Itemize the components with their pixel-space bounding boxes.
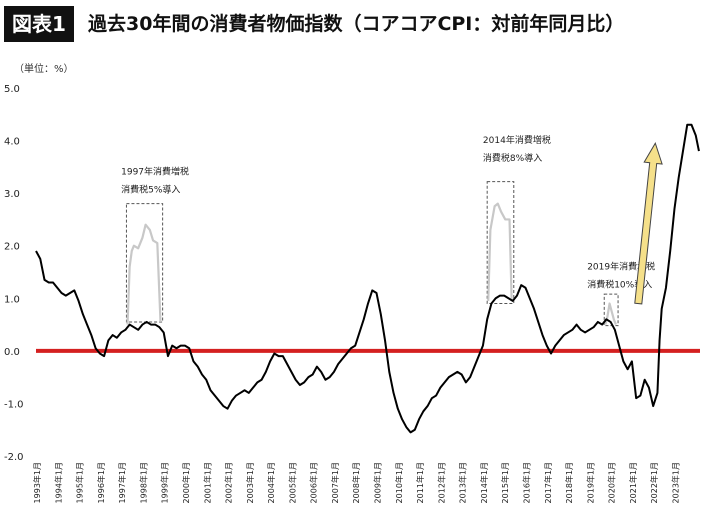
- tax-hike-line: [487, 202, 513, 301]
- annotation-text: 2014年消費増税: [483, 134, 551, 146]
- x-tick-label: 2012年1月: [436, 462, 446, 503]
- x-tick-label: 2016年1月: [521, 462, 531, 503]
- x-tick-label: 2019年1月: [585, 462, 595, 503]
- y-tick-label: 5.0: [4, 84, 20, 95]
- x-tick-label: 2002年1月: [224, 462, 234, 503]
- cpi-line: [35, 123, 700, 434]
- x-tick-label: 2011年1月: [415, 462, 425, 503]
- x-tick-label: 2022年1月: [649, 462, 659, 503]
- up-arrow: [634, 141, 663, 305]
- x-tick-label: 2003年1月: [245, 462, 255, 503]
- x-tick-label: 1997年1月: [117, 462, 127, 503]
- y-tick-label: 3.0: [4, 189, 20, 200]
- x-tick-label: 1998年1月: [138, 462, 148, 503]
- x-tick-label: 2001年1月: [202, 462, 212, 503]
- y-tick-label: 0.0: [4, 347, 20, 358]
- y-tick-label: -2.0: [4, 452, 24, 463]
- tax-hike-line: [126, 223, 162, 325]
- x-tick-label: 1994年1月: [53, 462, 63, 503]
- x-tick-label: 2015年1月: [500, 462, 510, 503]
- annotation-box: [486, 181, 515, 305]
- x-tick-label: 2020年1月: [607, 462, 617, 503]
- x-tick-label: 2004年1月: [266, 462, 276, 503]
- x-tick-label: 2017年1月: [543, 462, 553, 503]
- x-tick-label: 2006年1月: [309, 462, 319, 503]
- y-tick-label: 2.0: [4, 242, 20, 253]
- y-tick-label: 1.0: [4, 294, 20, 305]
- x-tick-label: 2014年1月: [479, 462, 489, 503]
- x-tick-label: 1996年1月: [96, 462, 106, 503]
- x-tick-label: 1995年1月: [75, 462, 85, 503]
- annotation-text: 消費税8%導入: [483, 152, 542, 164]
- figure-badge: 図表1: [4, 6, 74, 42]
- x-tick-label: 2000年1月: [181, 462, 191, 503]
- x-tick-label: 2009年1月: [373, 462, 383, 503]
- chart-title: 過去30年間の消費者物価指数（コアコアCPI：対前年同月比）: [88, 13, 625, 35]
- x-tick-label: 1993年1月: [32, 462, 42, 503]
- x-tick-label: 2018年1月: [564, 462, 574, 503]
- annotation-text: 1997年消費増税: [121, 166, 189, 178]
- y-tick-label: 4.0: [4, 137, 20, 148]
- tax-hike-line: [604, 302, 617, 325]
- unit-label: （単位：%）: [14, 64, 74, 75]
- annotation-box: [603, 293, 619, 327]
- annotation-text: 消費税10%導入: [587, 278, 652, 290]
- x-tick-label: 2013年1月: [458, 462, 468, 503]
- x-tick-label: 2010年1月: [394, 462, 404, 503]
- x-tick-label: 2023年1月: [670, 462, 680, 503]
- x-tick-label: 2008年1月: [351, 462, 361, 503]
- annotation-box: [125, 203, 164, 323]
- y-tick-label: -1.0: [4, 399, 24, 410]
- x-tick-label: 2007年1月: [330, 462, 340, 503]
- header: 図表1 過去30年間の消費者物価指数（コアコアCPI：対前年同月比）: [0, 0, 710, 50]
- x-tick-label: 2005年1月: [287, 462, 297, 503]
- x-tick-label: 1999年1月: [160, 462, 170, 503]
- annotation-text: 消費税5%導入: [121, 184, 180, 196]
- x-tick-label: 2021年1月: [628, 462, 638, 503]
